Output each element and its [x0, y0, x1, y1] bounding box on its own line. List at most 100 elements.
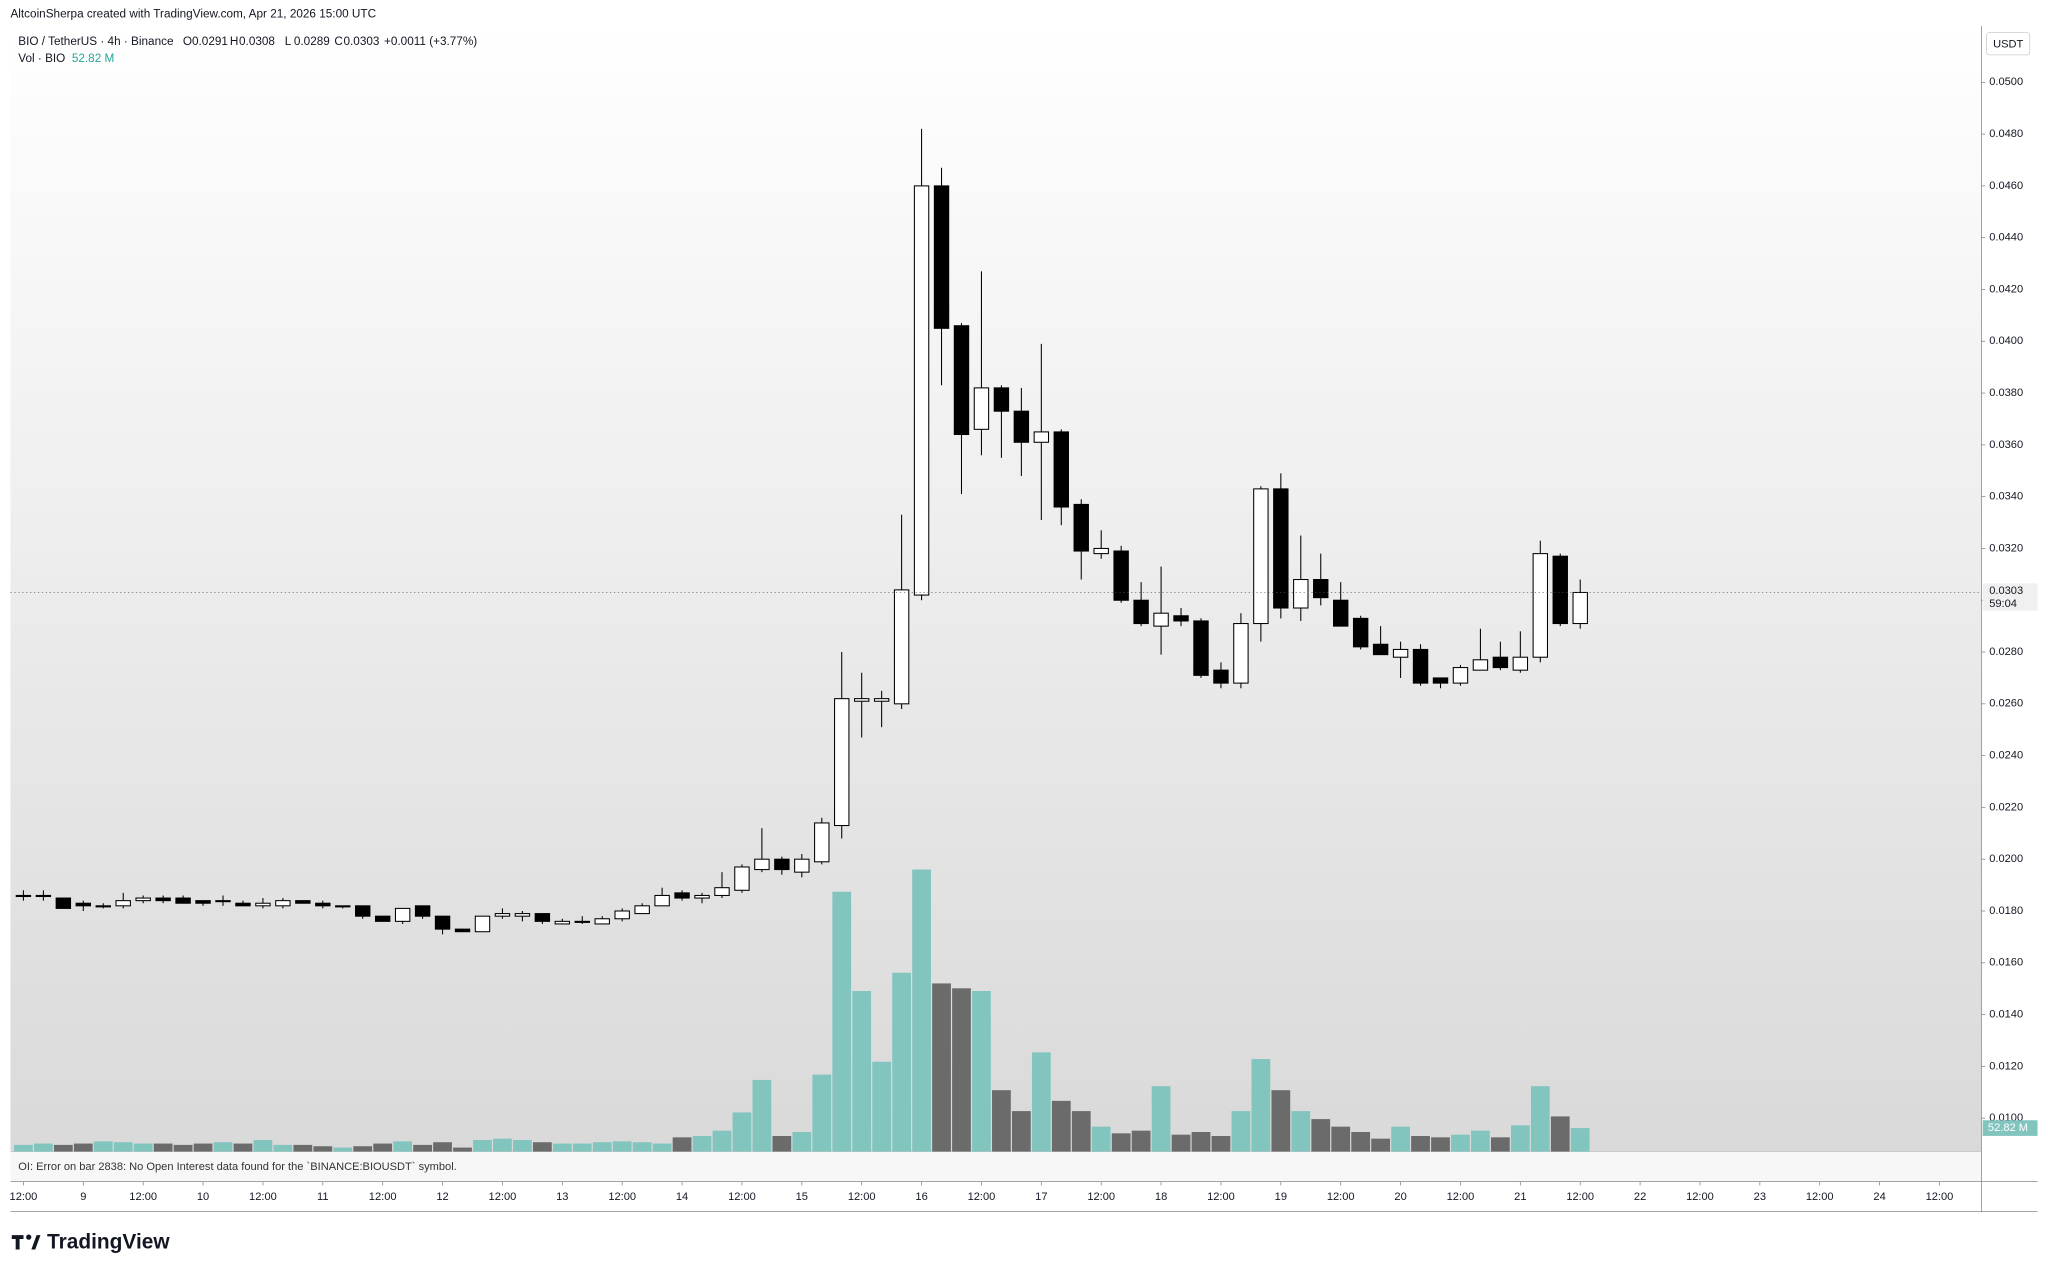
candle-body — [195, 900, 211, 904]
volume-bars — [14, 869, 1590, 1152]
volume-bar — [1311, 1119, 1331, 1152]
volume-bar — [552, 1143, 572, 1152]
candle-body — [1412, 648, 1429, 684]
x-tick-label: 18 — [1155, 1191, 1167, 1203]
candle-body — [1073, 503, 1089, 552]
y-tick-label: 0.0100 — [1989, 1112, 2023, 1124]
candles — [15, 128, 1588, 935]
volume-bar — [592, 1142, 612, 1152]
volume-bar — [1171, 1134, 1191, 1152]
volume-bar — [1471, 1130, 1490, 1152]
candle-body — [1273, 488, 1289, 609]
volume-bar — [293, 1144, 313, 1152]
candle-body — [1133, 599, 1149, 625]
y-tick-label: 0.0120 — [1989, 1060, 2023, 1072]
candle-body — [834, 698, 850, 827]
volume-bar — [532, 1142, 552, 1152]
y-tick-label: 0.0460 — [1989, 180, 2023, 192]
ohlc-value: 0.0291 — [192, 35, 228, 48]
candle-body — [1572, 591, 1588, 625]
y-tick-label: 0.0240 — [1989, 750, 2023, 762]
candle-body — [494, 913, 511, 917]
volume-bar — [1091, 1126, 1111, 1152]
volume-bar — [572, 1143, 592, 1152]
volume-bar — [1431, 1137, 1450, 1152]
candle-body — [534, 913, 551, 922]
x-tick-label: 12:00 — [1327, 1191, 1355, 1203]
candle-body — [135, 897, 151, 902]
volume-bar — [1291, 1111, 1311, 1152]
volume-bar — [413, 1144, 432, 1152]
volume-bar — [193, 1143, 213, 1152]
candle-body — [953, 325, 970, 436]
candle-body — [873, 698, 890, 702]
candle-body — [115, 900, 131, 907]
x-tick-label: 20 — [1394, 1191, 1406, 1203]
volume-bar — [672, 1137, 692, 1152]
candle-body — [1033, 431, 1050, 443]
candle-body — [1492, 656, 1509, 669]
candle-body — [933, 185, 950, 329]
ohlc-value: 0.0289 — [294, 35, 330, 48]
candle-body — [1352, 617, 1369, 648]
volume-bar — [453, 1147, 472, 1152]
volume-bar — [772, 1136, 792, 1152]
y-tick-label: 0.0220 — [1989, 801, 2023, 813]
candle-body — [1532, 553, 1549, 658]
candle-body — [714, 887, 730, 896]
candle-body — [674, 892, 690, 899]
y-tick-label: 0.0340 — [1989, 491, 2023, 503]
x-tick-label: 14 — [676, 1191, 688, 1203]
candle-body — [1053, 431, 1069, 508]
volume-bar — [1111, 1133, 1131, 1152]
candle-body — [75, 902, 92, 907]
y-tick-label: 0.0480 — [1989, 128, 2023, 140]
x-tick-label: 24 — [1873, 1191, 1885, 1203]
currency-box[interactable] — [1986, 32, 2031, 56]
candle-body — [734, 866, 750, 891]
volume-bar — [113, 1142, 133, 1152]
error-message: OI: Error on bar 2838: No Open Interest … — [18, 1161, 456, 1173]
volume-bar — [632, 1142, 652, 1152]
x-tick-label: 12:00 — [1686, 1191, 1714, 1203]
candle-body — [554, 920, 571, 925]
candle-body — [1313, 578, 1329, 599]
candle-body — [275, 900, 291, 907]
x-tick-label: 12:00 — [489, 1191, 517, 1203]
volume-bar — [273, 1144, 293, 1152]
y-tick-label: 0.0500 — [1989, 76, 2023, 88]
volume-bar — [812, 1074, 832, 1152]
candle-body — [335, 905, 351, 908]
volume-bar — [1051, 1100, 1071, 1152]
candle-body — [754, 858, 770, 871]
volume-bar — [373, 1143, 393, 1152]
volume-bar — [1510, 1125, 1530, 1152]
candle-body — [594, 918, 610, 925]
x-tick-label: 12:00 — [249, 1191, 277, 1203]
candle-body — [155, 897, 171, 902]
volume-bar — [1251, 1059, 1271, 1152]
candle-body — [1013, 410, 1030, 443]
x-tick-label: 9 — [80, 1191, 86, 1203]
change: +0.0011 (+3.77%) — [384, 35, 477, 48]
volume-bar — [1490, 1137, 1510, 1152]
candle-body — [355, 905, 371, 917]
volume-bar — [1191, 1132, 1211, 1152]
volume-badge — [1982, 1120, 2038, 1136]
x-tick-label: 12:00 — [10, 1191, 38, 1203]
volume-bar — [612, 1141, 632, 1152]
x-tick-label: 13 — [556, 1191, 568, 1203]
candle-body — [235, 902, 251, 907]
volume-bar — [932, 983, 951, 1152]
x-tick-label: 21 — [1514, 1191, 1526, 1203]
candle-body — [1193, 620, 1209, 676]
candle-body — [1512, 656, 1529, 671]
volume-bar — [1151, 1086, 1171, 1152]
candle-body — [1293, 578, 1309, 609]
volume-bar — [992, 1090, 1011, 1152]
y-tick-label: 0.0260 — [1989, 698, 2023, 710]
x-tick-label: 17 — [1035, 1191, 1047, 1203]
candle-body — [774, 858, 790, 871]
candle-body — [1173, 615, 1189, 622]
volume-bar — [1231, 1111, 1251, 1152]
